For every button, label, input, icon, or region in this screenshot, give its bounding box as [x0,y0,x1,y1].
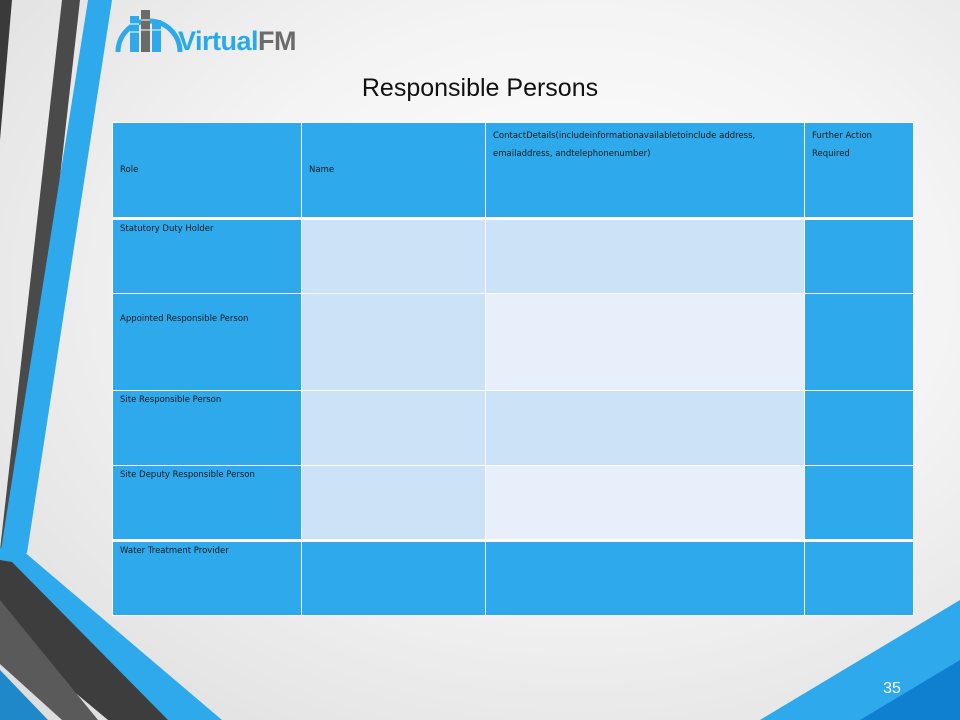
table-row: Appointed Responsible Person [112,293,914,391]
cell-action[interactable] [804,465,914,541]
building-logo-icon [115,10,183,53]
header-further-action: Further Action Required [804,122,914,220]
cell-name[interactable] [301,293,486,391]
logo-text-fm: FM [258,26,297,56]
header-role: Role [112,122,302,220]
cell-role: Water Treatment Provider [112,540,302,616]
cell-action[interactable] [804,390,914,466]
page-number: 35 [883,680,901,697]
cell-action[interactable] [804,540,914,616]
stripe-grey-thin [0,0,12,140]
cell-role: Statutory Duty Holder [112,218,302,294]
responsible-persons-table: Role Name ContactDetails(includeinformat… [112,122,914,616]
cell-contact[interactable] [485,293,805,391]
virtualfm-logo: VirtualFM [114,2,314,58]
cell-contact[interactable] [485,218,805,294]
cell-name[interactable] [301,540,486,616]
cell-role: Site Responsible Person [112,390,302,466]
header-name: Name [301,122,486,220]
cell-role: Site Deputy Responsible Person [112,465,302,541]
header-contact-details-text: ContactDetails(includeinformationavailab… [493,131,756,159]
cell-role: Appointed Responsible Person [112,293,302,391]
cell-action[interactable] [804,218,914,294]
stripe-dark-lower [0,560,168,720]
stripe-blue-upper [0,0,112,556]
cell-name[interactable] [301,218,486,294]
corner-blue-light [760,600,960,720]
table-row: Water Treatment Provider [112,540,914,616]
cell-name[interactable] [301,465,486,541]
stripe-blue-lower [0,548,222,720]
stripe-dark-upper [0,0,80,550]
logo-wordmark: VirtualFM [178,26,297,56]
logo-text-virtual: Virtual [178,26,259,56]
cell-contact[interactable] [485,390,805,466]
cell-name[interactable] [301,390,486,466]
cell-action[interactable] [804,293,914,391]
table-row: Site Responsible Person [112,390,914,466]
page-title: Responsible Persons [361,74,599,102]
cell-contact[interactable] [485,540,805,616]
cell-contact[interactable] [485,465,805,541]
table-row: Statutory Duty Holder [112,218,914,294]
stripe-blue-lower-2 [0,670,48,720]
header-further-action-text: Further Action Required [812,131,873,159]
stripe-dark-lower-2 [0,600,98,720]
header-contact-details: ContactDetails(includeinformationavailab… [485,122,805,220]
table-header-row: Role Name ContactDetails(includeinformat… [112,122,914,220]
table-row: Site Deputy Responsible Person [112,465,914,541]
